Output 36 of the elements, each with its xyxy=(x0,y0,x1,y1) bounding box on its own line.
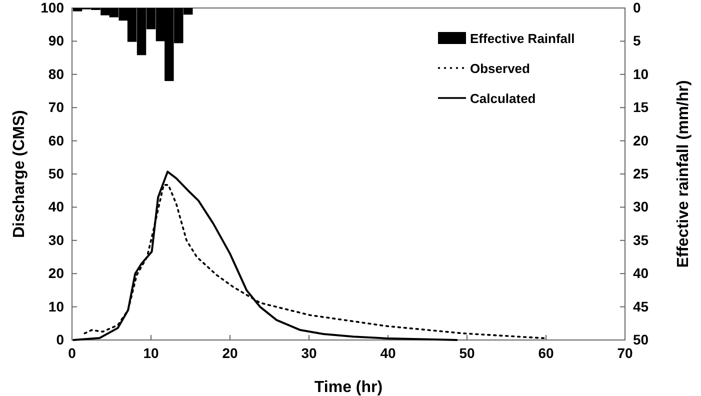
y2-tick-label: 20 xyxy=(633,132,649,148)
legend-label: Effective Rainfall xyxy=(470,31,575,46)
x-tick-label: 50 xyxy=(459,344,475,361)
y2-tick-label: 25 xyxy=(633,165,649,182)
y-tick-label: 100 xyxy=(40,0,64,16)
x-axis-title: Time (hr) xyxy=(314,379,383,396)
y2-tick-label: 50 xyxy=(633,331,649,348)
y-tick-label: 60 xyxy=(48,132,64,148)
x-tick-label: 40 xyxy=(380,344,396,361)
y2-tick-label: 40 xyxy=(633,265,649,282)
y-tick-label: 10 xyxy=(48,298,64,314)
x-tick-label: 20 xyxy=(222,344,238,361)
y-tick-label: 30 xyxy=(48,232,64,248)
y-tick-label: 50 xyxy=(48,165,64,182)
x-tick-label: 60 xyxy=(538,344,554,361)
x-tick-label: 10 xyxy=(143,344,159,361)
x-tick-label: 0 xyxy=(68,344,76,361)
y-tick-label: 0 xyxy=(56,331,64,348)
y-tick-label: 80 xyxy=(48,66,64,82)
y-tick-label: 90 xyxy=(48,32,64,49)
y-tick-label: 40 xyxy=(48,198,64,215)
y2-tick-label: 45 xyxy=(633,298,649,314)
y-tick-label: 70 xyxy=(48,99,64,116)
y2-tick-label: 15 xyxy=(633,99,649,116)
y-axis-title: Discharge (CMS) xyxy=(11,110,28,238)
y2-tick-label: 0 xyxy=(633,0,641,16)
legend-label: Observed xyxy=(470,61,530,76)
y2-tick-label: 10 xyxy=(633,66,649,82)
x-tick-label: 30 xyxy=(301,344,317,361)
y2-tick-label: 5 xyxy=(633,32,641,49)
y2-tick-label: 30 xyxy=(633,198,649,215)
y2-axis-title: Effective rainfall (mm/hr) xyxy=(675,80,692,268)
y2-tick-label: 35 xyxy=(633,232,649,248)
x-tick-label: 70 xyxy=(617,344,633,361)
y-tick-label: 20 xyxy=(48,265,64,282)
legend-label: Calculated xyxy=(470,91,536,106)
